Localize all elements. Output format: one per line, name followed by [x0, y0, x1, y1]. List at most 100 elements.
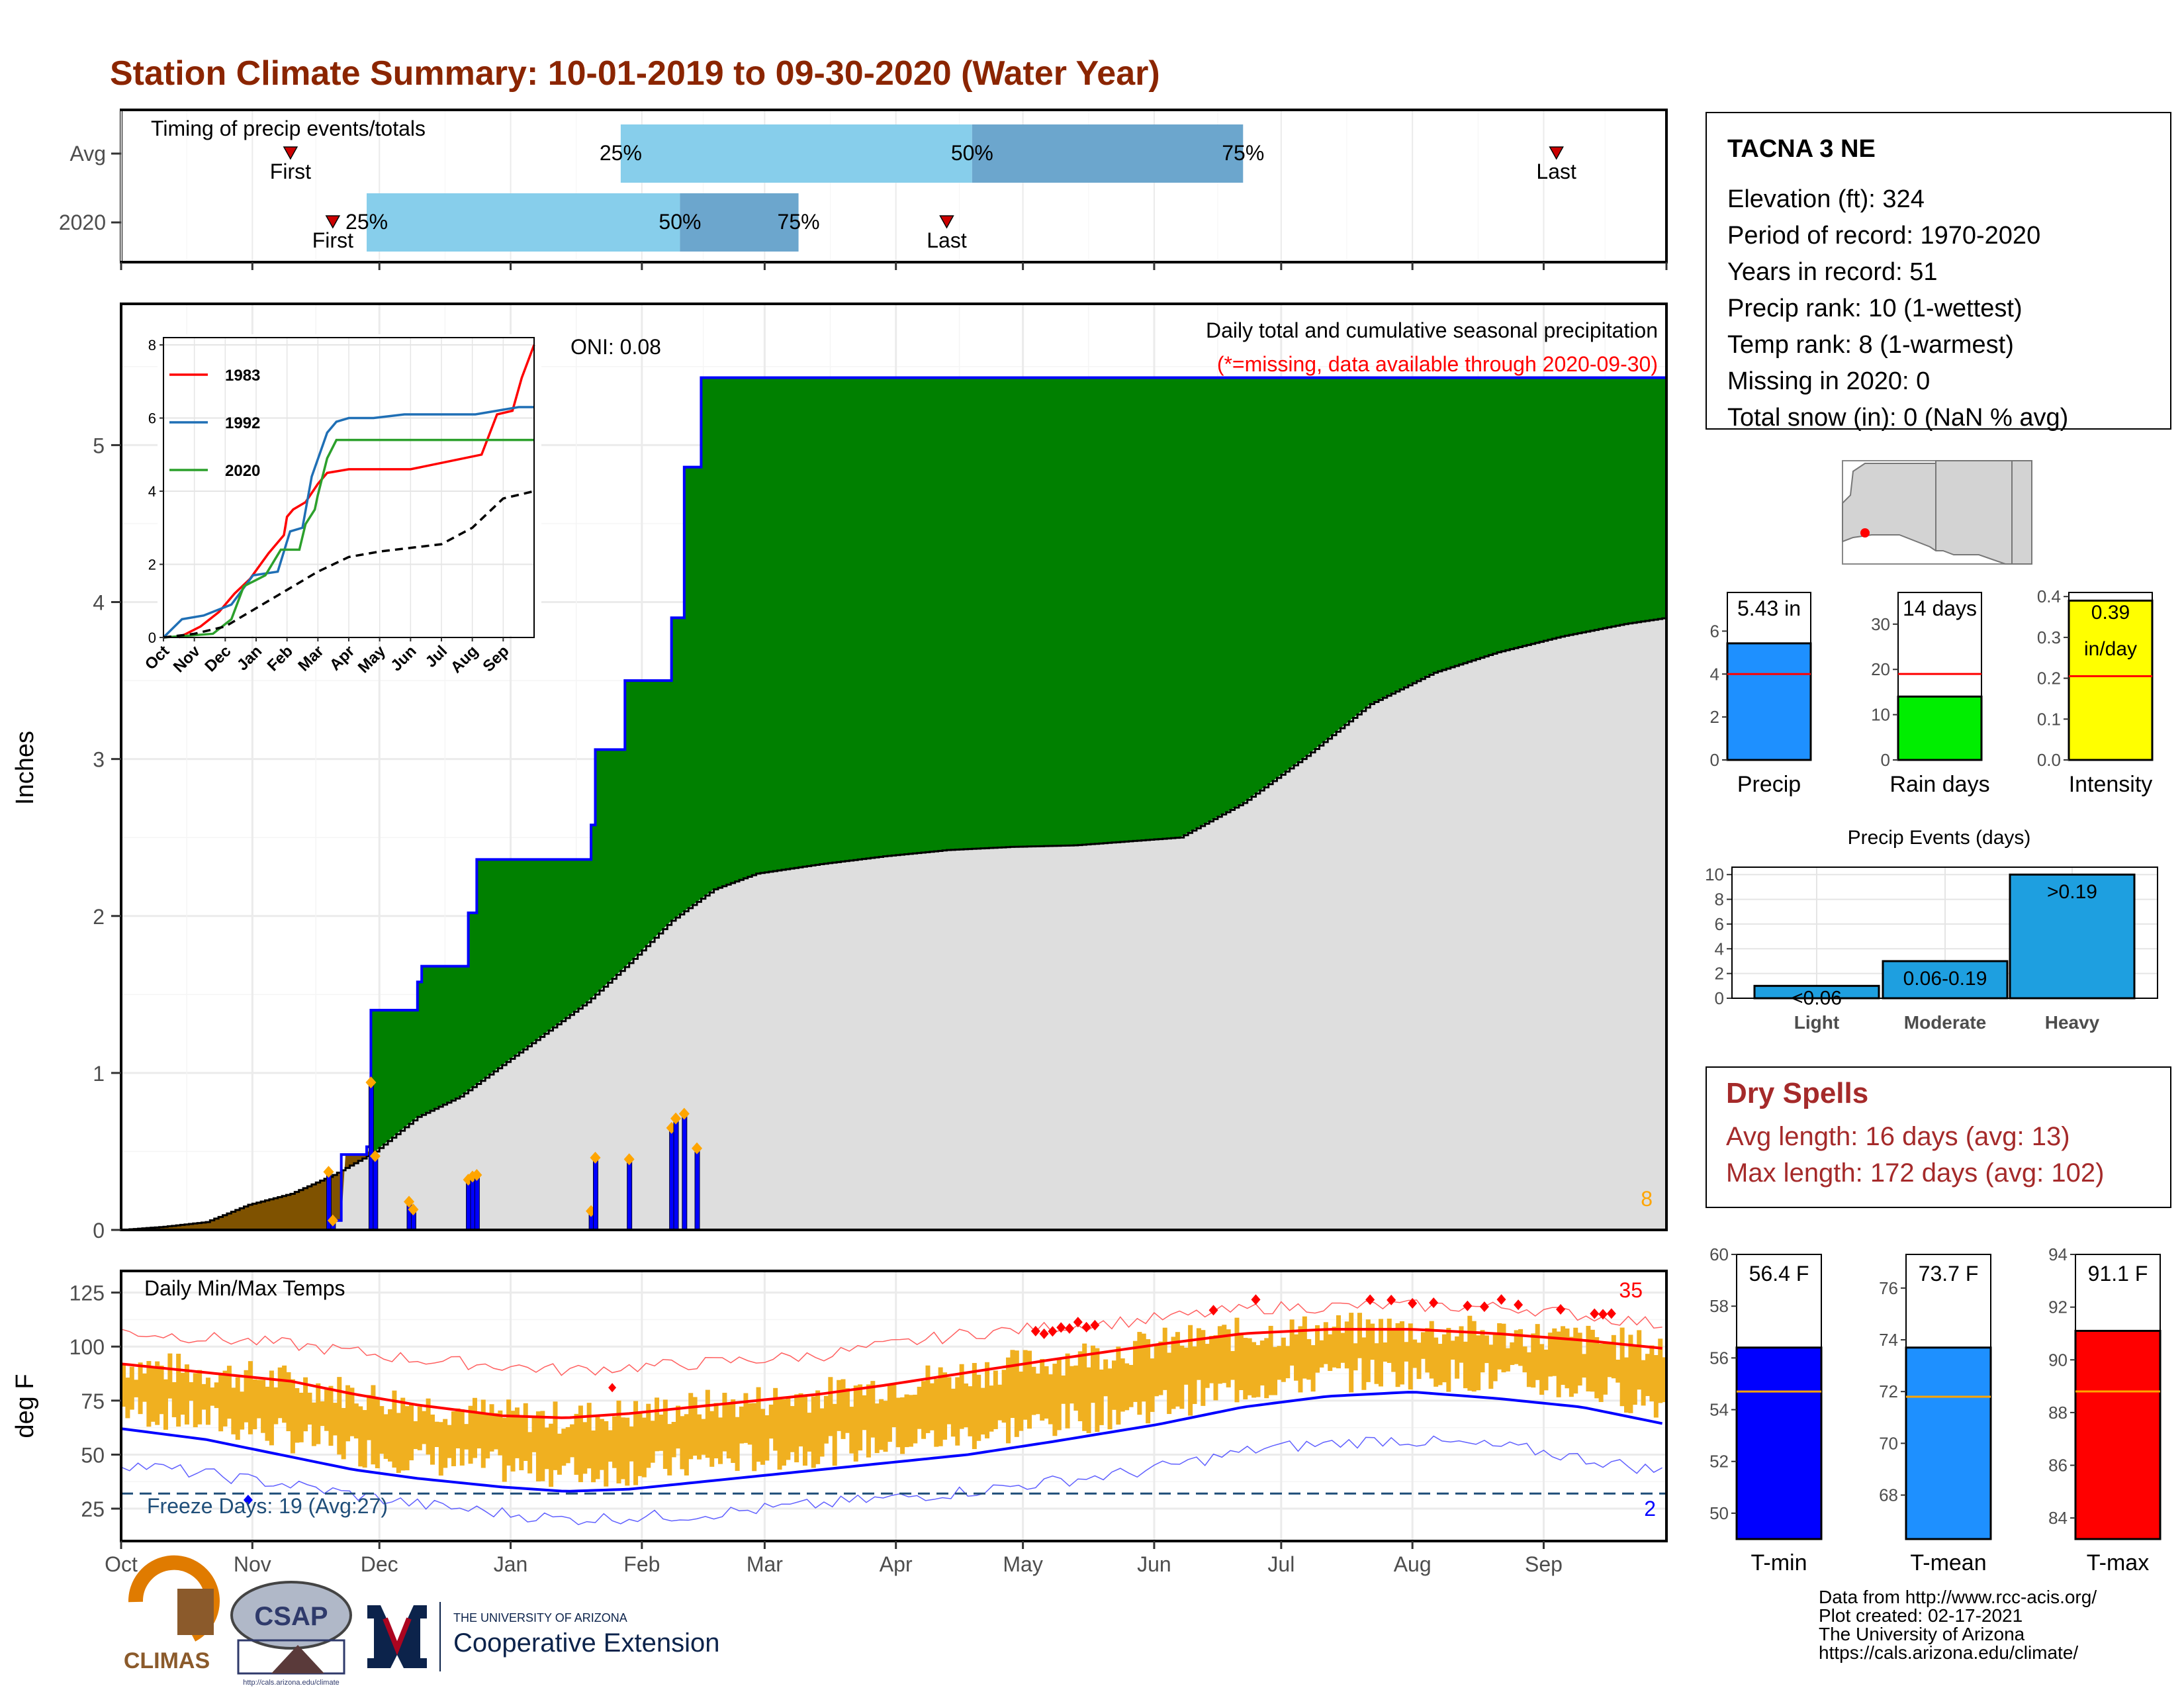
- daily-temp-range-bar: [1124, 1363, 1130, 1411]
- daily-temp-range-bar: [794, 1394, 799, 1463]
- daily-temp-range-bar: [180, 1372, 185, 1415]
- temp-panel-label: Daily Min/Max Temps: [144, 1276, 345, 1300]
- daily-temp-range-bar: [976, 1374, 981, 1441]
- timing-row-label-avg: Avg: [69, 142, 106, 165]
- daily-temp-range-bar: [1137, 1332, 1142, 1415]
- daily-temp-range-bar: [1234, 1317, 1240, 1403]
- daily-temp-range-bar: [261, 1380, 266, 1433]
- temp-gauge-value-bar: [2074, 1329, 2161, 1540]
- daily-temp-range-bar: [129, 1366, 134, 1410]
- daily-temp-range-bar: [980, 1387, 985, 1435]
- daily-temp-range-bar: [1645, 1354, 1651, 1396]
- inset-series-line: [178, 344, 535, 639]
- record-high-marker: [1463, 1300, 1473, 1311]
- daily-temp-range-bar: [320, 1401, 325, 1427]
- daily-temp-range-bar: [493, 1413, 498, 1450]
- daily-temp-range-bar: [1441, 1334, 1447, 1383]
- daily-temp-range-bar: [650, 1421, 655, 1463]
- daily-temp-range-bar: [904, 1394, 909, 1448]
- daily-temp-range-bar: [705, 1389, 710, 1458]
- daily-temp-range-bar: [1349, 1313, 1354, 1393]
- daily-temp-range-bar: [1006, 1357, 1011, 1444]
- daily-temp-range-bar: [235, 1377, 240, 1440]
- footer-url: https://cals.arizona.edu/climate/: [1819, 1642, 2078, 1663]
- daily-temp-range-bar: [252, 1379, 257, 1430]
- daily-temp-range-bar: [680, 1416, 685, 1470]
- station-info-box: TACNA 3 NE Elevation (ft): 324 Period of…: [1706, 112, 2171, 432]
- record-high-marker: [1090, 1319, 1100, 1331]
- temperature-gauges: 50 52 54 56 58 60 56.4 F T-min 68 70 72 74 76 73.7 F T…: [1709, 1244, 2161, 1575]
- above-average-area: [371, 377, 1666, 1154]
- daily-temp-range-bar: [480, 1399, 486, 1468]
- daily-temp-range-bar: [1526, 1352, 1531, 1387]
- daily-temp-range-bar: [709, 1411, 715, 1467]
- temp-gauge-tick-label: 56: [1709, 1348, 1729, 1368]
- gauge-value-bar: [1897, 695, 1983, 761]
- daily-temp-range-bar: [637, 1411, 643, 1476]
- events-bar-label: >0.19: [2047, 881, 2097, 903]
- daily-temp-range-bar: [332, 1403, 338, 1436]
- daily-temp-range-bar: [388, 1409, 393, 1462]
- daily-temp-range-bar: [155, 1361, 160, 1425]
- month-tick-label: Mar: [747, 1552, 783, 1576]
- events-bar-label: 0.06-0.19: [1903, 968, 1987, 990]
- daily-temp-range-bar: [472, 1397, 477, 1458]
- station-name: TACNA 3 NE: [1727, 135, 1876, 163]
- station-location-marker: [1860, 528, 1870, 538]
- daily-precip-bar: [673, 1118, 679, 1231]
- gauge-tick-label: 0.4: [2037, 586, 2061, 606]
- daily-temp-range-bar: [972, 1363, 977, 1450]
- daily-temp-range-bar: [676, 1405, 681, 1449]
- daily-precip-marker: [408, 1203, 419, 1216]
- daily-temp-range-bar: [1514, 1330, 1519, 1364]
- daily-temp-range-bar: [1268, 1325, 1273, 1395]
- daily-temp-range-bar: [921, 1381, 927, 1439]
- freeze-days-label: Freeze Days: 19 (Avg:27): [147, 1494, 388, 1518]
- daily-temp-range-bar: [1310, 1345, 1316, 1392]
- daily-temp-range-bar: [193, 1373, 198, 1428]
- daily-temp-range-bar: [269, 1370, 274, 1446]
- daily-temp-range-bar: [697, 1414, 702, 1460]
- daily-temp-range-bar: [353, 1403, 359, 1438]
- daily-temp-range-bar: [1437, 1344, 1443, 1385]
- temperature-panel: 25 50 75 100 125 deg F Daily Min/Max Temps F…: [11, 1270, 1668, 1576]
- daily-temp-range-bar: [841, 1379, 846, 1439]
- daily-temp-range-bar: [790, 1406, 795, 1452]
- precip-y-tick-label: 2: [93, 905, 105, 929]
- daily-temp-range-bar: [519, 1416, 524, 1471]
- events-tick-label: 6: [1715, 914, 1724, 934]
- daily-temp-range-bar: [760, 1409, 765, 1465]
- daily-temp-range-bar: [1531, 1333, 1536, 1388]
- daily-temp-range-bar: [502, 1417, 507, 1482]
- month-tick-label: Oct: [105, 1552, 138, 1576]
- gauge-tick-label: 4: [1710, 664, 1719, 684]
- inset-y-tick-label: 2: [148, 557, 156, 573]
- precip-corner-count: 8: [1641, 1187, 1653, 1211]
- daily-temp-range-bar: [608, 1430, 613, 1462]
- daily-temp-range-bar: [616, 1400, 621, 1483]
- temp-gauge-value-bar: [1735, 1346, 1823, 1540]
- events-tick-label: 4: [1715, 939, 1724, 959]
- month-tick-label: Aug: [1394, 1552, 1432, 1576]
- daily-temp-range-bar: [303, 1377, 308, 1432]
- daily-temp-range-bar: [1111, 1360, 1116, 1410]
- daily-temp-range-bar: [1463, 1341, 1468, 1389]
- precip-events-chart: Precip Events (days) <0.06Light0.06-0.19…: [1705, 827, 2158, 1033]
- daily-temp-range-bar: [1238, 1335, 1244, 1390]
- daily-temp-range-bar: [929, 1383, 934, 1430]
- daily-temp-range-bar: [375, 1397, 380, 1469]
- daily-temp-range-bar: [1357, 1313, 1362, 1358]
- daily-temp-range-bar: [913, 1394, 918, 1444]
- gauge-value-bar: [2068, 599, 2154, 761]
- daily-precip-marker: [471, 1169, 482, 1182]
- daily-temp-range-bar: [853, 1385, 858, 1462]
- inset-y-tick-label: 0: [148, 630, 156, 646]
- daily-temp-range-bar: [358, 1406, 363, 1467]
- daily-temp-range-bar: [844, 1388, 850, 1433]
- events-bar: [1882, 960, 2009, 1000]
- daily-temp-range-bar: [451, 1411, 456, 1466]
- daily-temp-range-bar: [1052, 1364, 1058, 1436]
- events-title: Precip Events (days): [1848, 827, 2031, 849]
- record-high-marker: [1056, 1322, 1066, 1333]
- temp-gauge-tick-label: 84: [2048, 1508, 2068, 1528]
